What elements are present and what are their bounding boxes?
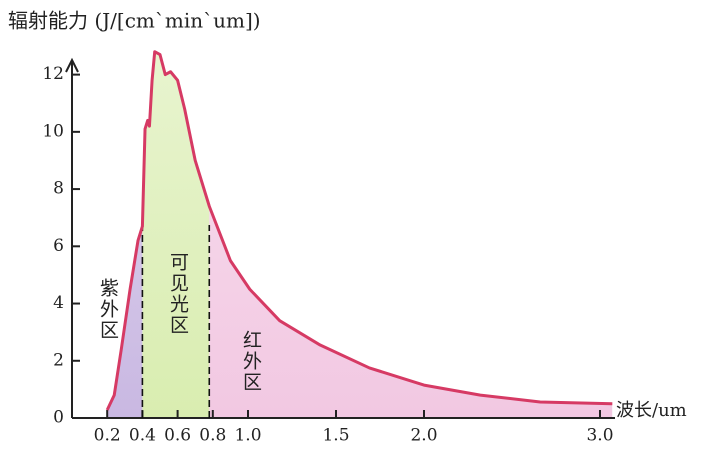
y-tick-label: 10	[42, 121, 64, 141]
region-fill	[209, 51, 613, 418]
region-fill	[107, 51, 143, 418]
region-fill	[142, 51, 210, 418]
y-tick-label: 2	[53, 350, 64, 370]
x-tick-label: 2.0	[410, 426, 437, 446]
x-tick-label: 0.8	[199, 426, 226, 446]
x-axis-label: 波长/um	[616, 400, 687, 421]
x-tick-label: 1.5	[322, 426, 349, 446]
y-tick-label: 4	[53, 293, 64, 313]
region-label: 紫外区	[97, 278, 119, 341]
line	[105, 50, 613, 411]
x-tick-label: 1.0	[234, 426, 261, 446]
x-tick-label: 3.0	[586, 426, 613, 446]
x-tick-label: 0.4	[129, 426, 156, 446]
x-tick-label: 0.2	[94, 426, 121, 446]
region-label: 红外区	[240, 330, 262, 393]
y-tick-label: 0	[53, 408, 64, 428]
y-tick-label: 8	[53, 179, 64, 199]
x-tick-label: 0.6	[164, 426, 191, 446]
chart-title: 辐射能力 (J/[cm`min`um])	[8, 9, 261, 33]
y-arrow	[65, 57, 79, 73]
region-label: 可见光区	[167, 252, 189, 336]
y-tick-label: 6	[53, 236, 64, 256]
y-tick-label: 12	[42, 64, 64, 84]
